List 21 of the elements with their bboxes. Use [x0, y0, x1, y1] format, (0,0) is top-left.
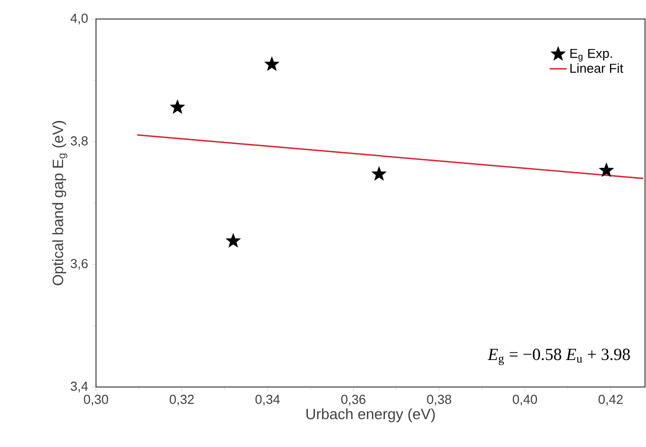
- point: [599, 163, 614, 177]
- x-tick-label: 0,40: [512, 394, 538, 406]
- y-tick-label: 4,0: [70, 14, 88, 24]
- point: [226, 234, 240, 248]
- legend-label: E$_{g}$ Exp.: [570, 48, 612, 62]
- annotation: E$_{g}$ = −0.58 E$_{u}$ + 3.98: [488, 348, 630, 366]
- x-tick-label: 0,34: [255, 394, 280, 406]
- point: [264, 57, 279, 70]
- x-tick-label: 0,30: [84, 394, 108, 406]
- legend-label: Linear Fit: [570, 63, 624, 73]
- y-axis-title: Optical band gap E$_{g}$ (eV): [52, 121, 68, 286]
- point: [372, 166, 386, 180]
- x-axis-title: Urbach energy (eV): [306, 408, 435, 422]
- x-tick-label: 0,42: [598, 394, 623, 406]
- y-tick-label: 3,4: [70, 382, 88, 392]
- x-tick-label: 0,36: [341, 394, 366, 406]
- y-tick-label: 3,8: [70, 136, 88, 148]
- y-tick-label: 3,6: [70, 258, 88, 270]
- x-tick-label: 0,38: [427, 394, 452, 406]
- x-tick-label: 0,32: [170, 394, 194, 406]
- point: [170, 100, 185, 114]
